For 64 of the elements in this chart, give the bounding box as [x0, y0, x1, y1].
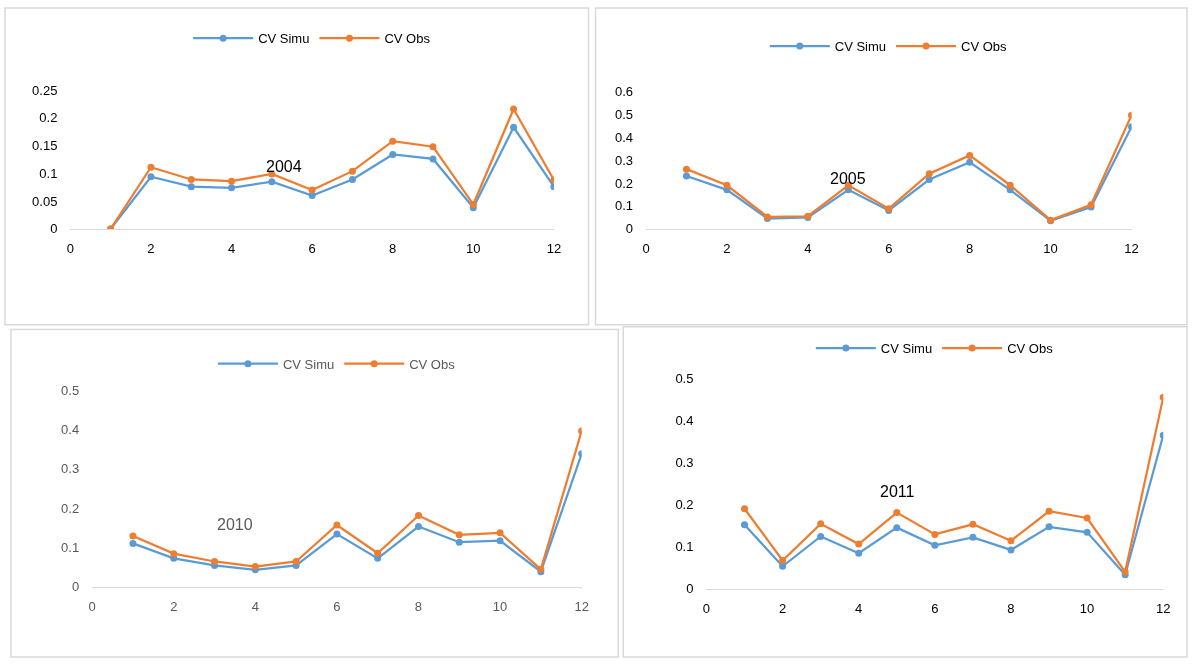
x-tick-label: 10	[492, 599, 508, 615]
x-tick-label: 12	[1156, 601, 1171, 617]
y-tick-label: 0.1	[61, 539, 80, 555]
x-tick-label: 8	[389, 241, 397, 257]
text: 2004	[266, 158, 302, 175]
y-tick-label: 0.15	[32, 138, 58, 154]
y-tick-label: 0.2	[61, 500, 80, 516]
y-tick-label: 0.1	[614, 198, 634, 214]
x-tick-label: 12	[546, 241, 562, 257]
x-tick-label: 8	[414, 599, 423, 615]
y-tick-label: 0.2	[614, 175, 634, 191]
legend-label: CV Simu	[282, 356, 335, 372]
y-tick-label: 0.4	[675, 413, 694, 429]
x-tick-label: 10	[1043, 241, 1058, 257]
x-tick-label: 2	[170, 599, 178, 615]
text: 2005	[830, 170, 866, 187]
legend-label: CV Obs	[384, 31, 431, 47]
y-tick-label: 0.4	[614, 129, 634, 145]
y-tick-label: 0.1	[675, 539, 694, 555]
x-tick-label: 12	[574, 599, 589, 615]
x-tick-label: 6	[308, 241, 316, 257]
x-tick-label: 2	[723, 241, 731, 257]
y-tick-label: 0.3	[61, 461, 80, 477]
legend-label: CV Obs	[409, 356, 456, 372]
x-tick-label: 0	[88, 599, 96, 615]
x-tick-label: 10	[1079, 601, 1095, 617]
y-tick-label: 0.5	[675, 370, 694, 386]
y-tick-label: 0.4	[61, 422, 80, 438]
x-tick-label: 8	[966, 241, 974, 257]
x-tick-label: 4	[251, 599, 259, 615]
x-tick-label: 8	[1007, 601, 1015, 617]
y-tick-label: 0.25	[32, 82, 58, 98]
text: 2010	[217, 516, 253, 533]
y-tick-label: 0.5	[614, 106, 634, 122]
text: 2011	[880, 483, 915, 500]
x-tick-label: 2	[778, 601, 787, 617]
x-tick-label: 2	[147, 241, 155, 257]
y-tick-label: 0	[71, 579, 80, 595]
x-tick-label: 4	[804, 241, 812, 257]
x-tick-label: 12	[1124, 241, 1139, 257]
y-tick-label: 0.05	[32, 193, 58, 209]
y-tick-label: 0.1	[39, 165, 58, 181]
legend-label: CV Obs	[1007, 341, 1054, 357]
y-tick-label: 0.5	[61, 382, 80, 398]
legend-label: CV Simu	[258, 31, 310, 47]
y-tick-label: 0.6	[614, 83, 634, 99]
y-tick-label: 0.3	[614, 152, 634, 168]
y-tick-label: 0.2	[675, 497, 694, 513]
legend-label: CV Obs	[961, 39, 1008, 55]
x-tick-label: 0	[642, 241, 650, 257]
y-tick-label: 0.3	[675, 455, 694, 471]
x-tick-label: 6	[885, 241, 893, 257]
x-tick-label: 10	[466, 241, 481, 257]
y-tick-label: 0.2	[39, 110, 58, 126]
y-tick-label: 0	[686, 581, 694, 597]
legend-label: CV Simu	[834, 39, 887, 55]
x-tick-label: 4	[227, 241, 236, 257]
y-tick-label: 0	[50, 221, 58, 237]
y-tick-label: 0	[625, 221, 634, 237]
x-tick-label: 6	[931, 601, 939, 617]
x-tick-label: 0	[702, 601, 711, 617]
x-tick-label: 6	[333, 599, 341, 615]
x-tick-label: 4	[855, 601, 863, 617]
legend-label: CV Simu	[880, 341, 933, 357]
